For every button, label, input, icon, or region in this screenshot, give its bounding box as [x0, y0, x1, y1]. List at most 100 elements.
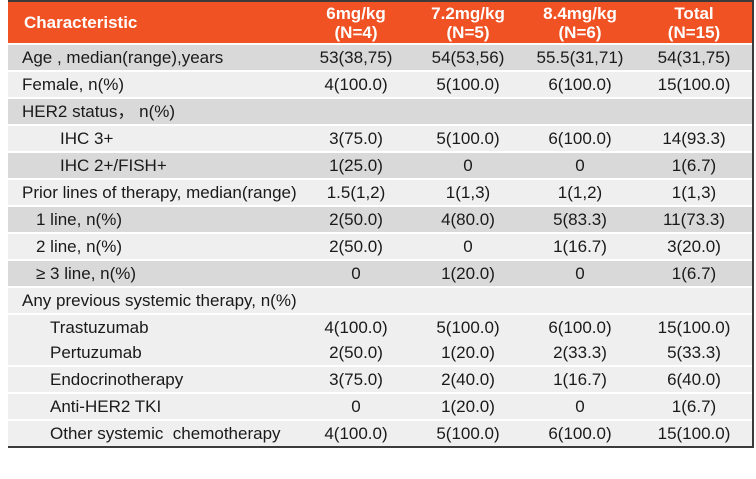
value-cell: 6(100.0): [548, 129, 612, 148]
value-cell: 6(40.0): [667, 370, 721, 389]
value-cell: [412, 99, 524, 124]
value-cell: 0: [463, 156, 473, 175]
characteristic-label: Anti-HER2 TKI: [50, 397, 162, 416]
column-header: Characteristic: [8, 2, 300, 43]
value-cell: 11(73.3): [662, 210, 726, 229]
value-cell: 0: [575, 156, 585, 175]
value-cell: 0: [575, 397, 585, 416]
table-row: ≥ 3 line, n(%) 0 1(20.0) 0 1(6.7): [8, 261, 752, 286]
column-header: 6mg/kg (N=4): [300, 2, 412, 43]
value-cell: 2(50.0): [329, 237, 383, 256]
value-cell: 2(33.3): [553, 343, 607, 362]
value-cell: 0: [575, 264, 585, 283]
characteristic-label: Any previous systemic therapy, n(%): [22, 291, 297, 310]
value-cell: 14(93.3): [662, 129, 726, 148]
value-cell: 3(75.0): [329, 129, 383, 148]
value-cell: 4(80.0): [441, 210, 495, 229]
table-row: Prior lines of therapy, median(range) 1.5…: [8, 180, 752, 205]
value-cell: 5(100.0): [436, 318, 500, 337]
column-header-label: 6mg/kg: [326, 3, 386, 23]
characteristic-label: IHC 3+: [60, 129, 114, 148]
value-cell: 0: [463, 237, 473, 256]
value-cell: 54(53,56): [431, 48, 505, 67]
column-header-n: (N=15): [667, 22, 721, 42]
column-header-n: (N=6): [558, 22, 602, 42]
table-row: Female, n(%) 4(100.0) 5(100.0) 6(100.0) 15(1…: [8, 72, 752, 97]
value-cell: [524, 288, 636, 313]
value-cell: [300, 99, 412, 124]
value-cell: [636, 99, 752, 124]
value-cell: 53(38,75): [319, 48, 393, 67]
column-header-label: 8.4mg/kg: [543, 3, 617, 23]
column-header-label: Total: [674, 3, 714, 23]
column-header: Total (N=15): [636, 2, 752, 43]
characteristic-label: Endocrinotherapy: [50, 370, 184, 389]
table-row: IHC 3+ 3(75.0) 5(100.0) 6(100.0) 14(93.3): [8, 126, 752, 151]
characteristic-label: HER2 status， n(%): [22, 102, 176, 121]
column-header: 8.4mg/kg (N=6): [524, 2, 636, 43]
value-cell: 6(100.0): [548, 318, 612, 337]
value-cell: 1(1,2): [557, 183, 603, 202]
value-cell: 2(50.0): [329, 343, 383, 362]
table-row: Anti-HER2 TKI 0 1(20.0) 0 1(6.7): [8, 394, 752, 419]
value-cell: 6(100.0): [548, 75, 612, 94]
value-cell: 5(100.0): [436, 129, 500, 148]
value-cell: 5(33.3): [667, 343, 721, 362]
table-body: Age , median(range),years 53(38,75) 54(53,…: [8, 45, 752, 446]
value-cell: 15(100.0): [657, 75, 731, 94]
value-cell: 4(100.0): [324, 75, 388, 94]
value-cell: 3(75.0): [329, 370, 383, 389]
value-cell: 15(100.0): [657, 424, 731, 443]
value-cell: 0: [351, 397, 361, 416]
column-header-label: 7.2mg/kg: [431, 3, 505, 23]
value-cell: [636, 288, 752, 313]
value-cell: 1(6.7): [671, 397, 717, 416]
table-header-row: Characteristic 6mg/kg (N=4) 7.2mg/kg (N=5) 8.…: [8, 2, 752, 43]
characteristic-label: Female, n(%): [22, 75, 125, 94]
column-header-n: (N=4): [334, 22, 378, 42]
value-cell: 15(100.0): [657, 318, 731, 337]
characteristic-label: Other systemic chemotherapy: [50, 424, 281, 443]
characteristic-label: 1 line, n(%): [36, 210, 122, 229]
value-cell: 4(100.0): [324, 318, 388, 337]
value-cell: 4(100.0): [324, 424, 388, 443]
value-cell: 3(20.0): [667, 237, 721, 256]
characteristic-label: 2 line, n(%): [36, 237, 122, 256]
value-cell: 0: [351, 264, 361, 283]
characteristics-table: Characteristic 6mg/kg (N=4) 7.2mg/kg (N=5) 8.…: [8, 0, 754, 448]
characteristic-label: Prior lines of therapy, median(range): [22, 183, 297, 202]
value-cell: 1(6.7): [671, 264, 717, 283]
value-cell: 2(50.0): [329, 210, 383, 229]
value-cell: 5(100.0): [436, 75, 500, 94]
table-row: Pertuzumab 2(50.0) 1(20.0) 2(33.3) 5(33.3): [8, 340, 752, 365]
value-cell: [524, 99, 636, 124]
value-cell: 1(16.7): [553, 370, 607, 389]
table-row: 2 line, n(%) 2(50.0) 0 1(16.7) 3(20.0): [8, 234, 752, 259]
table-row: IHC 2+/FISH+ 1(25.0) 0 0 1(6.7): [8, 153, 752, 178]
value-cell: 55.5(31,71): [536, 48, 624, 67]
characteristic-label: Pertuzumab: [50, 343, 142, 362]
value-cell: 2(40.0): [441, 370, 495, 389]
value-cell: [300, 288, 412, 313]
value-cell: 54(31,75): [657, 48, 731, 67]
value-cell: 1(20.0): [441, 397, 495, 416]
column-header-n: (N=5): [446, 22, 490, 42]
table-row: Endocrinotherapy 3(75.0) 2(40.0) 1(16.7) 6(4…: [8, 367, 752, 392]
value-cell: 5(83.3): [553, 210, 607, 229]
characteristic-label: Age , median(range),years: [22, 48, 224, 67]
value-cell: 1.5(1,2): [326, 183, 386, 202]
column-header-label: Characteristic: [24, 13, 138, 32]
table-row: Other systemic chemotherapy 4(100.0) 5(100…: [8, 421, 752, 446]
column-header: 7.2mg/kg (N=5): [412, 2, 524, 43]
table-row: Trastuzumab 4(100.0) 5(100.0) 6(100.0) 15(10…: [8, 315, 752, 340]
table-row: Age , median(range),years 53(38,75) 54(53,…: [8, 45, 752, 70]
value-cell: 1(1,3): [671, 183, 717, 202]
value-cell: 1(20.0): [441, 264, 495, 283]
value-cell: 1(6.7): [671, 156, 717, 175]
table-row: Any previous systemic therapy, n(%): [8, 288, 752, 313]
value-cell: 1(25.0): [329, 156, 383, 175]
table-row: 1 line, n(%) 2(50.0) 4(80.0) 5(83.3) 11(73.3…: [8, 207, 752, 232]
value-cell: 1(16.7): [553, 237, 607, 256]
table-row: HER2 status， n(%): [8, 99, 752, 124]
characteristic-label: Trastuzumab: [50, 318, 149, 337]
